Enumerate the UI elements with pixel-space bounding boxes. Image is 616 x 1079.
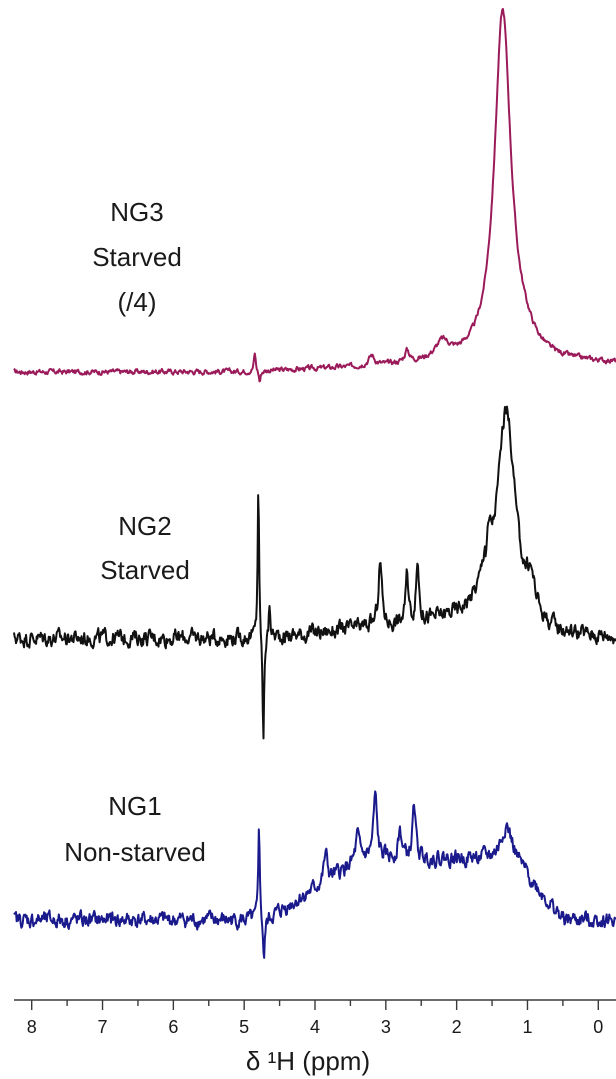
ng1-label-line-2: Non-starved <box>64 837 206 867</box>
x-tick-label: 7 <box>98 1017 108 1037</box>
x-axis-ticks: 8 7 6 5 4 3 2 1 0 <box>27 1000 603 1037</box>
x-tick-label: 3 <box>381 1017 391 1037</box>
ng3-label-line-2: Starved <box>92 242 182 272</box>
x-tick-label: 6 <box>168 1017 178 1037</box>
x-tick-label: 2 <box>452 1017 462 1037</box>
series-label-ng3: NG3 Starved (/4) <box>92 197 182 317</box>
series-label-ng2: NG2 Starved <box>100 511 190 585</box>
x-tick-label: 0 <box>593 1017 603 1037</box>
x-axis: 8 7 6 5 4 3 2 1 0 δ ¹H (ppm) <box>14 999 616 1076</box>
ng3-label-line-3: (/4) <box>118 287 157 317</box>
ng2-label-line-1: NG2 <box>118 511 171 541</box>
x-tick-label: 4 <box>310 1017 320 1037</box>
spectrum-line-ng1 <box>13 790 616 959</box>
x-tick-label: 8 <box>27 1017 37 1037</box>
spectrum-line-ng2 <box>13 405 616 740</box>
spectra-group <box>13 7 616 959</box>
ng1-label-line-1: NG1 <box>108 791 161 821</box>
x-tick-label: 5 <box>239 1017 249 1037</box>
ng2-label-line-2: Starved <box>100 555 190 585</box>
ng3-label-line-1: NG3 <box>110 197 163 227</box>
x-tick-label: 1 <box>522 1017 532 1037</box>
spectrum-line-ng3 <box>13 7 616 383</box>
x-axis-title: δ ¹H (ppm) <box>246 1046 370 1076</box>
series-label-ng1: NG1 Non-starved <box>64 791 206 867</box>
